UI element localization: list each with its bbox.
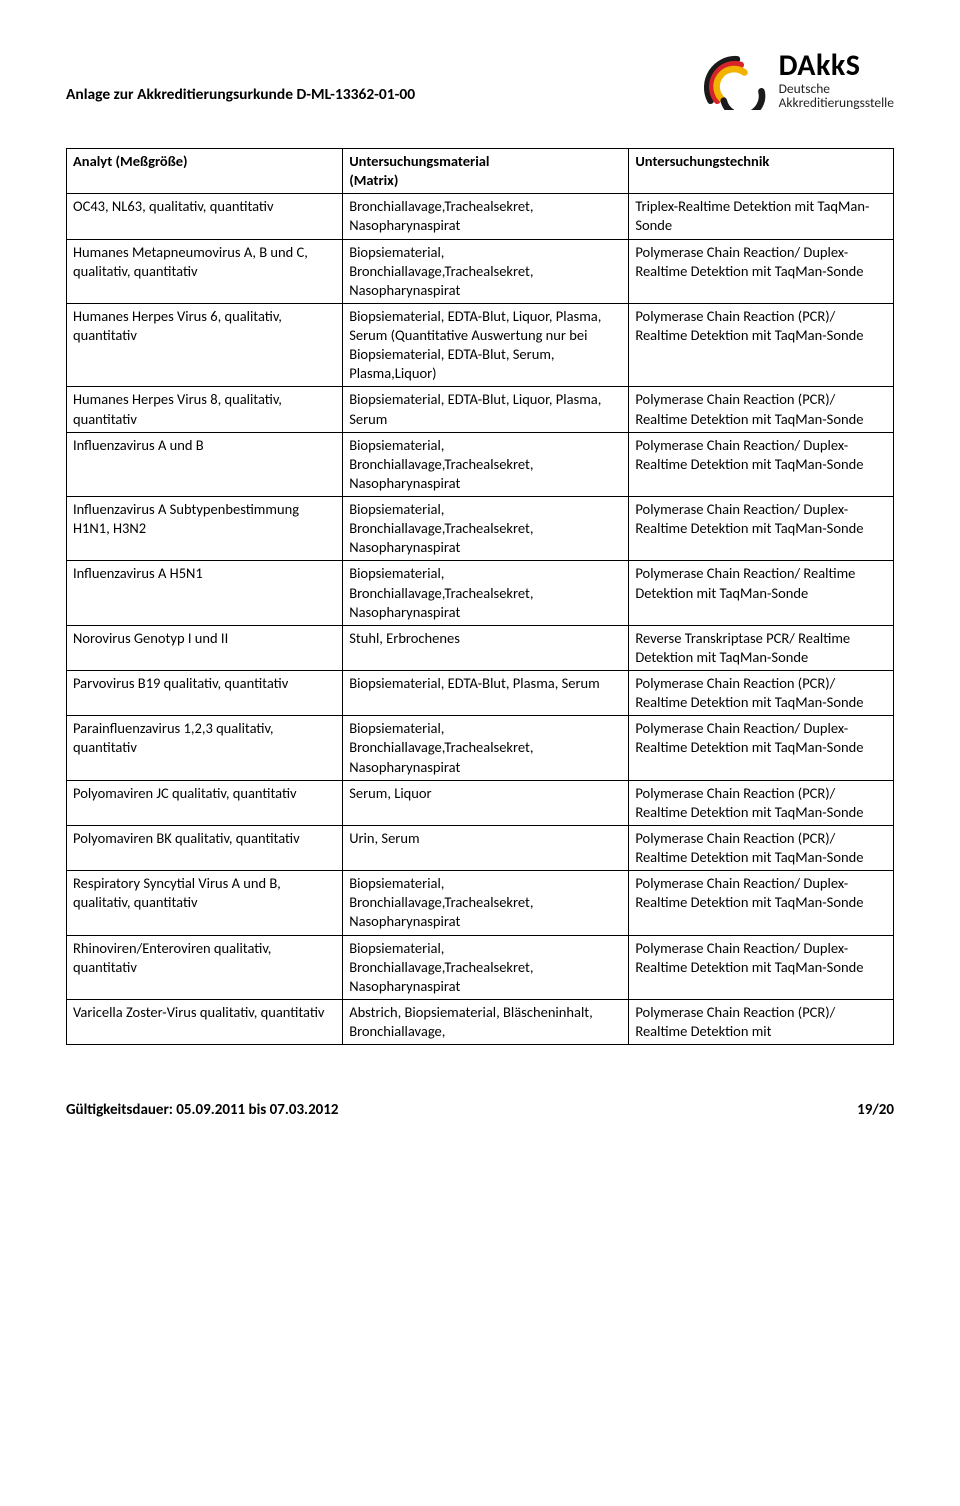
- table-cell: Bronchiallavage,Trachealsekret, Nasophar…: [343, 194, 629, 239]
- table-cell: Polymerase Chain Reaction (PCR)/ Realtim…: [629, 387, 894, 432]
- dakks-logo-text: DAkkS Deutsche Akkreditierungsstelle: [779, 50, 894, 110]
- table-row: Influenzavirus A H5N1Biopsiematerial, Br…: [67, 561, 894, 625]
- table-row: Influenzavirus A Subtypenbestimmung H1N1…: [67, 497, 894, 561]
- table-row: Norovirus Genotyp I und IIStuhl, Erbroch…: [67, 625, 894, 670]
- table-row: Parvovirus B19 qualitativ, quantitativBi…: [67, 671, 894, 716]
- table-cell: Biopsiematerial, EDTA-Blut, Plasma, Seru…: [343, 671, 629, 716]
- table-cell: Polymerase Chain Reaction/ Duplex-Realti…: [629, 432, 894, 496]
- table-row: Rhinoviren/Enteroviren qualitativ, quant…: [67, 935, 894, 999]
- table-cell: Parvovirus B19 qualitativ, quantitativ: [67, 671, 343, 716]
- col-header-material: Untersuchungsmaterial (Matrix): [343, 149, 629, 194]
- dakks-logo: DAkkS Deutsche Akkreditierungsstelle: [703, 50, 894, 110]
- table-cell: Polymerase Chain Reaction/ Duplex-Realti…: [629, 716, 894, 780]
- table-cell: Polymerase Chain Reaction/ Realtime Dete…: [629, 561, 894, 625]
- table-cell: Polymerase Chain Reaction/ Duplex-Realti…: [629, 935, 894, 999]
- table-cell: Biopsiematerial, Bronchiallavage,Trachea…: [343, 716, 629, 780]
- table-row: Humanes Herpes Virus 8, qualitativ, quan…: [67, 387, 894, 432]
- table-cell: Polymerase Chain Reaction (PCR)/ Realtim…: [629, 303, 894, 387]
- table-cell: Triplex-Realtime Detektion mit TaqMan-So…: [629, 194, 894, 239]
- dakks-logo-icon: [703, 50, 769, 110]
- table-row: OC43, NL63, qualitativ, quantitativBronc…: [67, 194, 894, 239]
- table-cell: Stuhl, Erbrochenes: [343, 625, 629, 670]
- table-cell: Respiratory Syncytial Virus A und B, qua…: [67, 871, 343, 935]
- table-cell: Humanes Herpes Virus 6, qualitativ, quan…: [67, 303, 343, 387]
- accreditation-table: Analyt (Meßgröße) Untersuchungsmaterial …: [66, 148, 894, 1045]
- table-cell: Reverse Transkriptase PCR/ Realtime Dete…: [629, 625, 894, 670]
- header-title: Anlage zur Akkreditierungsurkunde D-ML-1…: [66, 85, 415, 110]
- table-cell: Influenzavirus A Subtypenbestimmung H1N1…: [67, 497, 343, 561]
- footer-validity: Gültigkeitsdauer: 05.09.2011 bis 07.03.2…: [66, 1101, 338, 1119]
- table-row: Parainfluenzavirus 1,2,3 qualitativ, qua…: [67, 716, 894, 780]
- logo-sub2-text: Akkreditierungsstelle: [779, 96, 894, 110]
- table-cell: Abstrich, Biopsiematerial, Bläscheninhal…: [343, 999, 629, 1044]
- table-row: Humanes Metapneumovirus A, B und C, qual…: [67, 239, 894, 303]
- table-cell: Biopsiematerial, Bronchiallavage,Trachea…: [343, 561, 629, 625]
- table-row: Polyomaviren JC qualitativ, quantitativS…: [67, 780, 894, 825]
- table-cell: Parainfluenzavirus 1,2,3 qualitativ, qua…: [67, 716, 343, 780]
- table-row: Varicella Zoster-Virus qualitativ, quant…: [67, 999, 894, 1044]
- table-cell: Urin, Serum: [343, 825, 629, 870]
- table-cell: Biopsiematerial, Bronchiallavage,Trachea…: [343, 871, 629, 935]
- table-header-row: Analyt (Meßgröße) Untersuchungsmaterial …: [67, 149, 894, 194]
- table-row: Respiratory Syncytial Virus A und B, qua…: [67, 871, 894, 935]
- table-cell: Influenzavirus A und B: [67, 432, 343, 496]
- table-cell: Biopsiematerial, EDTA-Blut, Liquor, Plas…: [343, 387, 629, 432]
- table-cell: OC43, NL63, qualitativ, quantitativ: [67, 194, 343, 239]
- col-header-analyt: Analyt (Meßgröße): [67, 149, 343, 194]
- table-body: OC43, NL63, qualitativ, quantitativBronc…: [67, 194, 894, 1045]
- table-cell: Polymerase Chain Reaction (PCR)/ Realtim…: [629, 825, 894, 870]
- table-row: Polyomaviren BK qualitativ, quantitativU…: [67, 825, 894, 870]
- page-header: Anlage zur Akkreditierungsurkunde D-ML-1…: [66, 50, 894, 110]
- table-cell: Norovirus Genotyp I und II: [67, 625, 343, 670]
- table-cell: Biopsiematerial, Bronchiallavage,Trachea…: [343, 497, 629, 561]
- table-cell: Polymerase Chain Reaction/ Duplex-Realti…: [629, 497, 894, 561]
- table-cell: Polymerase Chain Reaction (PCR)/ Realtim…: [629, 671, 894, 716]
- table-cell: Polymerase Chain Reaction/ Duplex-Realti…: [629, 239, 894, 303]
- table-row: Influenzavirus A und BBiopsiematerial, B…: [67, 432, 894, 496]
- table-cell: Influenzavirus A H5N1: [67, 561, 343, 625]
- table-cell: Serum, Liquor: [343, 780, 629, 825]
- table-cell: Polymerase Chain Reaction/ Duplex-Realti…: [629, 871, 894, 935]
- table-cell: Polyomaviren BK qualitativ, quantitativ: [67, 825, 343, 870]
- table-cell: Humanes Metapneumovirus A, B und C, qual…: [67, 239, 343, 303]
- table-cell: Biopsiematerial, EDTA-Blut, Liquor, Plas…: [343, 303, 629, 387]
- table-cell: Biopsiematerial, Bronchiallavage,Trachea…: [343, 935, 629, 999]
- table-cell: Polymerase Chain Reaction (PCR)/ Realtim…: [629, 780, 894, 825]
- page-footer: Gültigkeitsdauer: 05.09.2011 bis 07.03.2…: [66, 1101, 894, 1119]
- table-cell: Polymerase Chain Reaction (PCR)/ Realtim…: [629, 999, 894, 1044]
- table-cell: Biopsiematerial, Bronchiallavage,Trachea…: [343, 239, 629, 303]
- table-row: Humanes Herpes Virus 6, qualitativ, quan…: [67, 303, 894, 387]
- col-header-technik: Untersuchungstechnik: [629, 149, 894, 194]
- logo-main-text: DAkkS: [779, 50, 894, 82]
- table-cell: Rhinoviren/Enteroviren qualitativ, quant…: [67, 935, 343, 999]
- table-cell: Polyomaviren JC qualitativ, quantitativ: [67, 780, 343, 825]
- footer-page: 19/20: [857, 1101, 894, 1119]
- table-cell: Biopsiematerial, Bronchiallavage,Trachea…: [343, 432, 629, 496]
- table-cell: Varicella Zoster-Virus qualitativ, quant…: [67, 999, 343, 1044]
- table-cell: Humanes Herpes Virus 8, qualitativ, quan…: [67, 387, 343, 432]
